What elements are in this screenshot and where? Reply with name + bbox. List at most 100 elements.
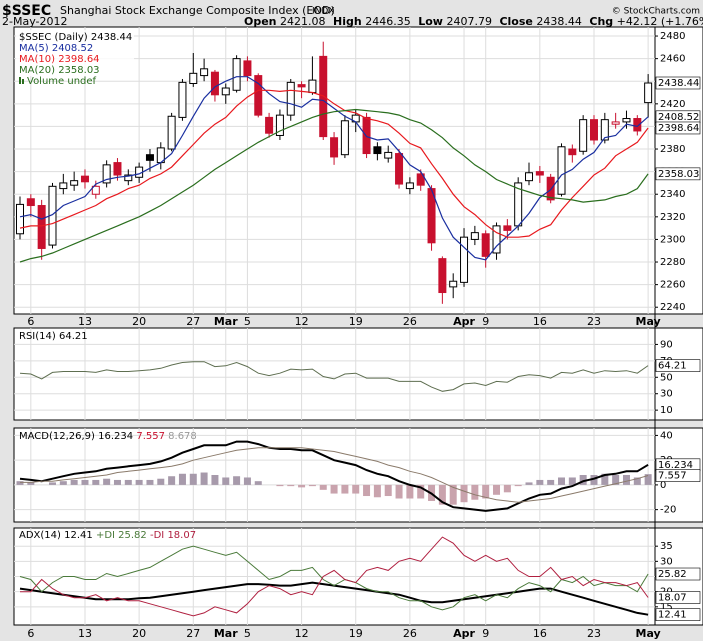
legend-value: 2358.03 (58, 65, 99, 76)
value-tag (655, 121, 701, 135)
y-tick-label: 50 (660, 372, 673, 383)
histogram-bar (471, 484, 479, 500)
histogram-bar (298, 484, 306, 488)
panel-legend: ADX(14) 12.41 +DI 25.82 -DI 18.07 (19, 530, 196, 541)
x-tick-label: 5 (244, 315, 251, 328)
histogram-bar (287, 484, 295, 487)
histogram-bar (406, 484, 414, 499)
histogram-bar (352, 484, 360, 494)
legend-value: 18.07 (167, 530, 196, 541)
candle-body (265, 116, 274, 134)
x-tick-label: Mar (214, 315, 238, 328)
histogram-bar (92, 479, 100, 485)
y-tick-label: 40 (660, 430, 673, 441)
candle-body (330, 137, 339, 158)
candle-body (243, 60, 252, 77)
legend-value: 2398.64 (58, 54, 99, 65)
histogram-bar (558, 477, 565, 485)
histogram-bar (124, 479, 132, 485)
histogram-bar (276, 484, 284, 487)
candle-body (384, 151, 393, 159)
y-tick-label: 2300 (660, 234, 685, 245)
x-tick-label: Apr (453, 627, 475, 640)
candle-body (405, 182, 414, 190)
histogram-bar (254, 481, 262, 485)
index-name: Shanghai Stock Exchange Composite Index … (60, 4, 335, 17)
stat-label: High (333, 15, 362, 28)
x-tick-label: Apr (453, 315, 475, 328)
histogram-bar (178, 473, 186, 485)
y-tick-label: 2240 (660, 302, 685, 313)
candle-body (535, 171, 544, 176)
candle-body (362, 116, 371, 155)
y-tick-label: 30 (660, 389, 673, 400)
panel-legend: RSI(14) 64.21 (19, 331, 88, 342)
candle-body (644, 82, 653, 104)
legend-value: 8.678 (168, 431, 197, 442)
line (20, 536, 649, 617)
candle-body (254, 75, 263, 116)
histogram-bar (612, 475, 620, 485)
value-tag-label: 25.82 (658, 569, 687, 580)
x-tick-label: 20 (132, 627, 146, 640)
histogram-bar (384, 484, 392, 497)
histogram-bar (644, 474, 652, 485)
y-tick-label: 15 (660, 602, 673, 613)
histogram-bar (514, 484, 522, 487)
histogram-bar (536, 479, 544, 485)
candle-body (611, 121, 620, 125)
candle-body (579, 119, 588, 152)
candle-body (340, 120, 349, 156)
x-tick-label: 19 (349, 315, 363, 328)
histogram-bar (568, 477, 576, 485)
histogram-bar (579, 475, 587, 485)
x-tick-label: 9 (482, 627, 489, 640)
candle-body (297, 84, 306, 88)
line (19, 545, 649, 611)
candle-body (124, 174, 133, 182)
legend-value: 16.234 (98, 431, 133, 442)
legend-value: 12.41 (64, 530, 93, 541)
x-tick-label: 27 (186, 315, 200, 328)
candle-body (600, 119, 609, 141)
candle-body (102, 164, 111, 184)
x-tick-label: 16 (533, 315, 547, 328)
candle-body (80, 175, 89, 183)
line (19, 440, 649, 512)
stat-value: 2421.08 (280, 15, 326, 28)
legend-name: ADX(14) (19, 530, 61, 541)
y-tick-label: 2420 (660, 99, 685, 110)
value-tag-label: 2398.64 (658, 123, 699, 134)
histogram-bar (308, 484, 316, 487)
x-tick-label: 5 (244, 627, 251, 640)
histogram-bar (233, 476, 241, 485)
histogram-bar (633, 477, 641, 485)
x-tick-label: 23 (587, 627, 601, 640)
candle-body (503, 225, 512, 231)
candle-body (492, 225, 501, 254)
x-tick-label: 26 (403, 627, 417, 640)
line (19, 361, 649, 392)
histogram-bar (48, 482, 56, 485)
date: 2-May-2012 (2, 15, 67, 28)
histogram-bar (503, 484, 511, 493)
candle-body (525, 172, 534, 182)
x-tick-label: 12 (295, 627, 309, 640)
value-tag (655, 567, 701, 581)
y-tick-label: 10 (660, 405, 673, 416)
candle-body (373, 146, 382, 155)
stat-label: Chg (589, 15, 613, 28)
x-tick-label: 13 (78, 315, 92, 328)
histogram-bar (601, 473, 609, 485)
histogram-bar (319, 484, 327, 490)
histogram-bar (157, 478, 165, 485)
y-tick-label: 90 (660, 339, 673, 350)
candle-body (275, 114, 284, 136)
histogram-bar (373, 484, 381, 498)
histogram-bar (81, 479, 89, 485)
candle-body (286, 81, 295, 116)
x-tick-label: 26 (403, 315, 417, 328)
stat-label: Close (499, 15, 532, 28)
histogram-bar (449, 484, 457, 505)
stats: Open 2421.08 High 2446.35 Low 2407.79 Cl… (244, 15, 703, 28)
